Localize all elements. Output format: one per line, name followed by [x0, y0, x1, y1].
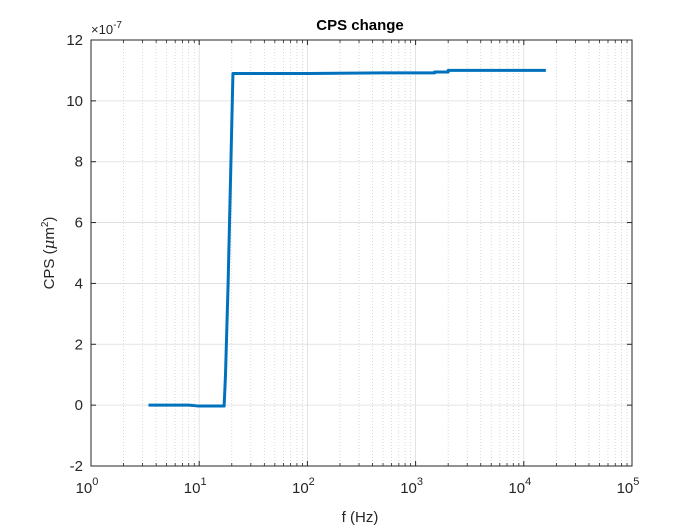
x-tick-label-exp: 5: [633, 476, 639, 488]
x-tick-label-exp: 0: [92, 476, 98, 488]
x-tick-label-base: 10: [400, 480, 417, 497]
y-tick-label: 8: [75, 154, 83, 171]
y-tick-label: 10: [66, 93, 83, 110]
y-axis-label-unit: m: [41, 227, 58, 240]
y-scale-factor-base: ×10: [91, 22, 113, 37]
y-tick-label: 12: [66, 32, 83, 49]
y-axis-label-sup: 2: [40, 221, 51, 227]
x-tick-label-base: 10: [508, 480, 525, 497]
x-tick-label-base: 10: [184, 480, 201, 497]
x-tick-label: 102: [292, 476, 315, 497]
x-tick-label-exp: 4: [525, 476, 531, 488]
x-tick-label-base: 10: [76, 480, 93, 497]
x-tick-label: 104: [508, 476, 531, 497]
y-axis-label: CPS (μm2): [40, 217, 58, 290]
plot-area: [91, 40, 632, 466]
axes-box: [90, 39, 633, 467]
x-tick-labels: 100 101 102 103 104 105: [76, 476, 640, 497]
x-tick-label: 101: [184, 476, 207, 497]
x-tick-label: 103: [400, 476, 423, 497]
x-tick-label: 100: [76, 476, 99, 497]
y-tick-label: 0: [75, 397, 83, 414]
y-tick-label: 4: [75, 275, 83, 292]
plot-area-background: [91, 40, 632, 466]
y-axis-label-mu: μ: [40, 240, 58, 250]
x-tick-label-exp: 3: [417, 476, 423, 488]
x-tick-label-exp: 2: [309, 476, 315, 488]
series-line: [148, 68, 546, 408]
y-scale-factor: ×10-7: [91, 20, 122, 37]
y-scale-factor-exp: -7: [113, 20, 122, 31]
x-tick-label-base: 10: [292, 480, 309, 497]
y-tick-labels: -2 0 2 4 6 8 10 12: [66, 32, 83, 475]
y-tick-label: 6: [75, 215, 83, 232]
y-tick-label: 2: [75, 336, 83, 353]
minor-grid: [123, 40, 628, 466]
axes-border: [90, 39, 633, 467]
x-tick-label: 105: [617, 476, 640, 497]
chart-title: CPS change: [316, 17, 404, 34]
x-tick-label-exp: 1: [200, 476, 206, 488]
y-axis-label-main: CPS (: [41, 249, 58, 289]
y-tick-label: -2: [70, 458, 83, 475]
series-layer: [148, 68, 546, 408]
x-axis-label: f (Hz): [342, 509, 379, 525]
y-axis-label-close: ): [41, 217, 58, 222]
x-tick-label-base: 10: [617, 480, 634, 497]
